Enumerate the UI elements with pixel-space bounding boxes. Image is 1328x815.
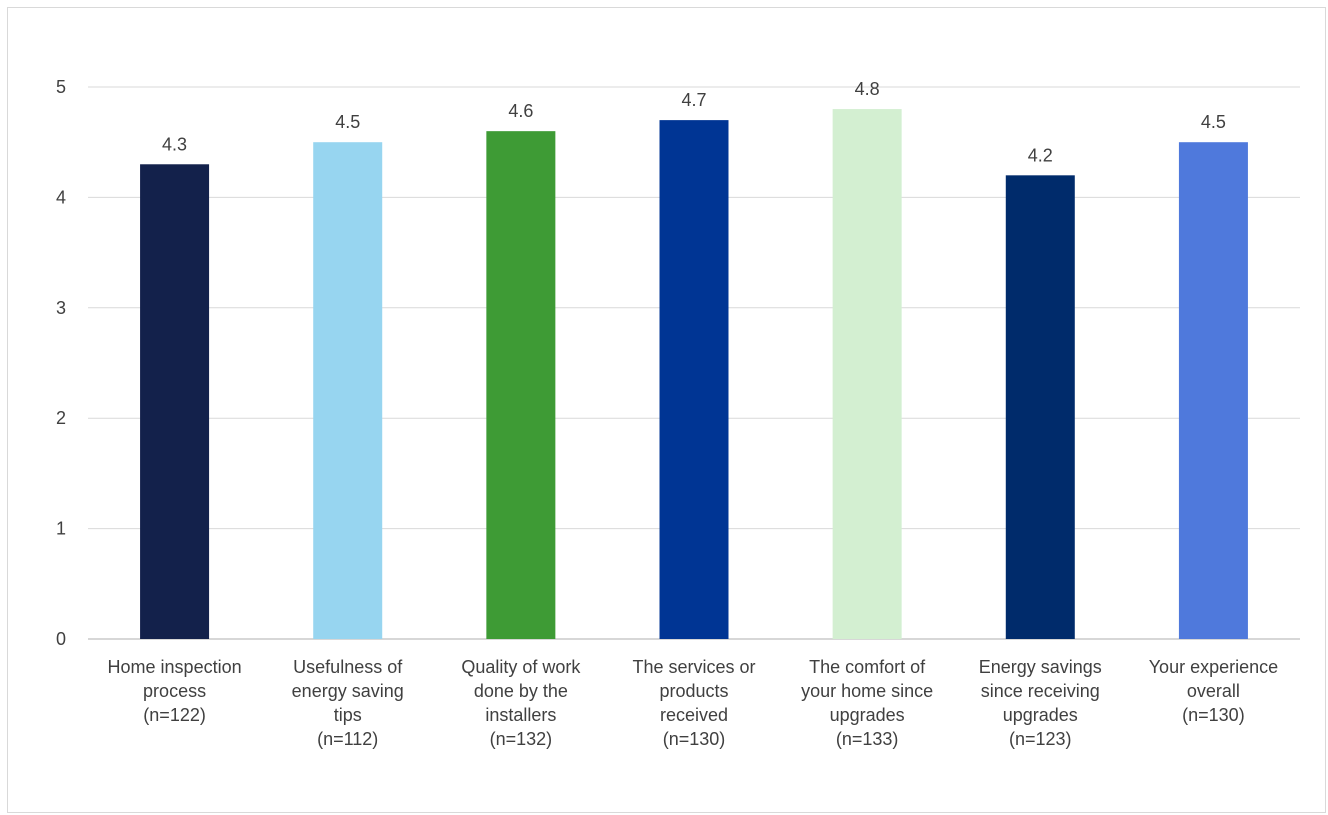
- x-tick-label-line: overall: [1187, 681, 1240, 701]
- data-label: 4.5: [1201, 112, 1226, 132]
- x-tick-label-line: (n=133): [836, 729, 899, 749]
- x-tick-label-line: tips: [334, 705, 362, 725]
- data-label: 4.5: [335, 112, 360, 132]
- x-tick-label-line: process: [143, 681, 206, 701]
- bar: [1005, 175, 1075, 639]
- bar: [832, 109, 902, 639]
- data-label: 4.6: [508, 101, 533, 121]
- x-tick-label-line: (n=130): [1182, 705, 1245, 725]
- x-tick-label-line: The services or: [632, 657, 755, 677]
- x-tick-label-line: products: [659, 681, 728, 701]
- x-tick-label: The comfort of your home since upgrades (n=…: [801, 657, 933, 749]
- y-tick-label: 5: [56, 77, 66, 97]
- x-tick-label: Home inspection process (n=122): [108, 657, 242, 725]
- x-tick-label-line: energy saving: [292, 681, 404, 701]
- x-tick-label-line: upgrades: [1003, 705, 1078, 725]
- x-tick-label-line: (n=122): [143, 705, 206, 725]
- y-tick-label: 2: [56, 408, 66, 428]
- y-tick-label: 4: [56, 187, 66, 207]
- data-label: 4.8: [855, 79, 880, 99]
- x-tick-label-line: (n=132): [490, 729, 553, 749]
- x-tick-label-line: (n=112): [317, 729, 378, 749]
- x-tick-label: The services or products received (n=130): [632, 657, 755, 749]
- bar: [313, 142, 383, 639]
- x-tick-label-line: The comfort of: [809, 657, 926, 677]
- x-tick-label-line: (n=130): [663, 729, 726, 749]
- x-tick-label-line: installers: [485, 705, 556, 725]
- x-tick-label-line: upgrades: [830, 705, 905, 725]
- x-tick-label-line: your home since: [801, 681, 933, 701]
- x-tick-label-line: Home inspection: [108, 657, 242, 677]
- bar: [140, 164, 210, 639]
- x-tick-label: Quality of work done by the installers (n=1…: [461, 657, 581, 749]
- data-label: 4.3: [162, 134, 187, 154]
- x-tick-label-line: Your experience: [1149, 657, 1278, 677]
- x-tick-label-line: Quality of work: [461, 657, 581, 677]
- y-tick-label: 3: [56, 298, 66, 318]
- x-tick-label-line: done by the: [474, 681, 568, 701]
- data-label: 4.2: [1028, 145, 1053, 165]
- y-tick-label: 1: [56, 519, 66, 539]
- x-tick-label: Your experience overall (n=130): [1149, 657, 1278, 725]
- x-tick-label-line: Usefulness of: [293, 657, 403, 677]
- x-tick-label-line: received: [660, 705, 728, 725]
- x-tick-label: Energy savings since receiving upgrades (n=…: [979, 657, 1102, 749]
- bar: [486, 131, 556, 639]
- x-tick-label-line: (n=123): [1009, 729, 1072, 749]
- x-tick-label-line: since receiving: [981, 681, 1100, 701]
- y-tick-label: 0: [56, 629, 66, 649]
- bar: [659, 120, 729, 640]
- bar: [1178, 142, 1248, 639]
- data-label: 4.7: [681, 90, 706, 110]
- x-tick-label-line: Energy savings: [979, 657, 1102, 677]
- x-tick-label: Usefulness of energy saving tips (n=112): [292, 657, 404, 749]
